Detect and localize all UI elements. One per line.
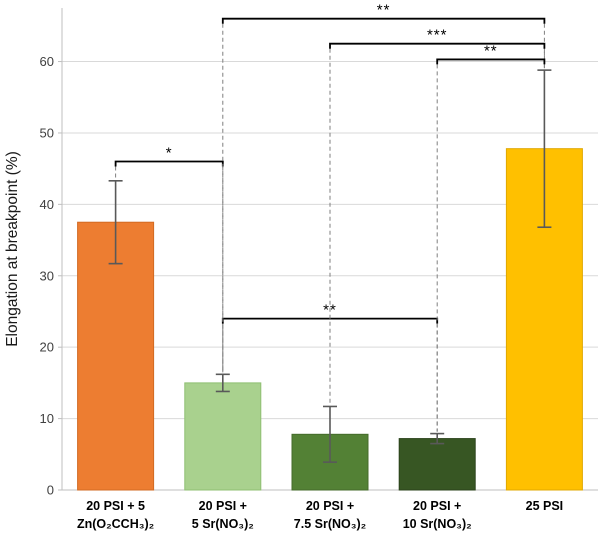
y-tick-label: 50 (40, 125, 54, 140)
bar (77, 221, 155, 491)
significance-bracket (221, 17, 546, 24)
significance-bracket (436, 58, 546, 65)
bar (398, 438, 476, 491)
x-category-label-line1: 20 PSI + (306, 499, 354, 513)
x-category-label-line2: Zn(O₂CCH₃)₂ (77, 517, 154, 531)
significance-bracket (329, 42, 546, 49)
significance-label: *** (427, 27, 448, 44)
x-category-label-line2: 5 Sr(NO₃)₂ (192, 517, 254, 531)
y-tick-label: 40 (40, 197, 54, 212)
significance-label: ** (484, 42, 498, 59)
y-tick-label: 60 (40, 54, 54, 69)
x-category-label-line2: 7.5 Sr(NO₃)₂ (294, 517, 366, 531)
bar (184, 382, 262, 491)
x-category-label-line1: 25 PSI (526, 499, 564, 513)
x-category-label-line1: 20 PSI + (199, 499, 247, 513)
significance-label: ** (377, 2, 391, 19)
significance-bracket (114, 160, 224, 167)
significance-label: * (166, 145, 173, 162)
y-tick-label: 0 (47, 483, 54, 498)
x-category-label-line1: 20 PSI + (413, 499, 461, 513)
y-axis-label: Elongation at breakpoint (%) (4, 151, 21, 347)
y-tick-label: 20 (40, 340, 54, 355)
y-tick-label: 30 (40, 268, 54, 283)
x-category-label-line1: 20 PSI + 5 (86, 499, 145, 513)
y-tick-label: 10 (40, 411, 54, 426)
x-category-label-line2: 10 Sr(NO₃)₂ (403, 517, 472, 531)
